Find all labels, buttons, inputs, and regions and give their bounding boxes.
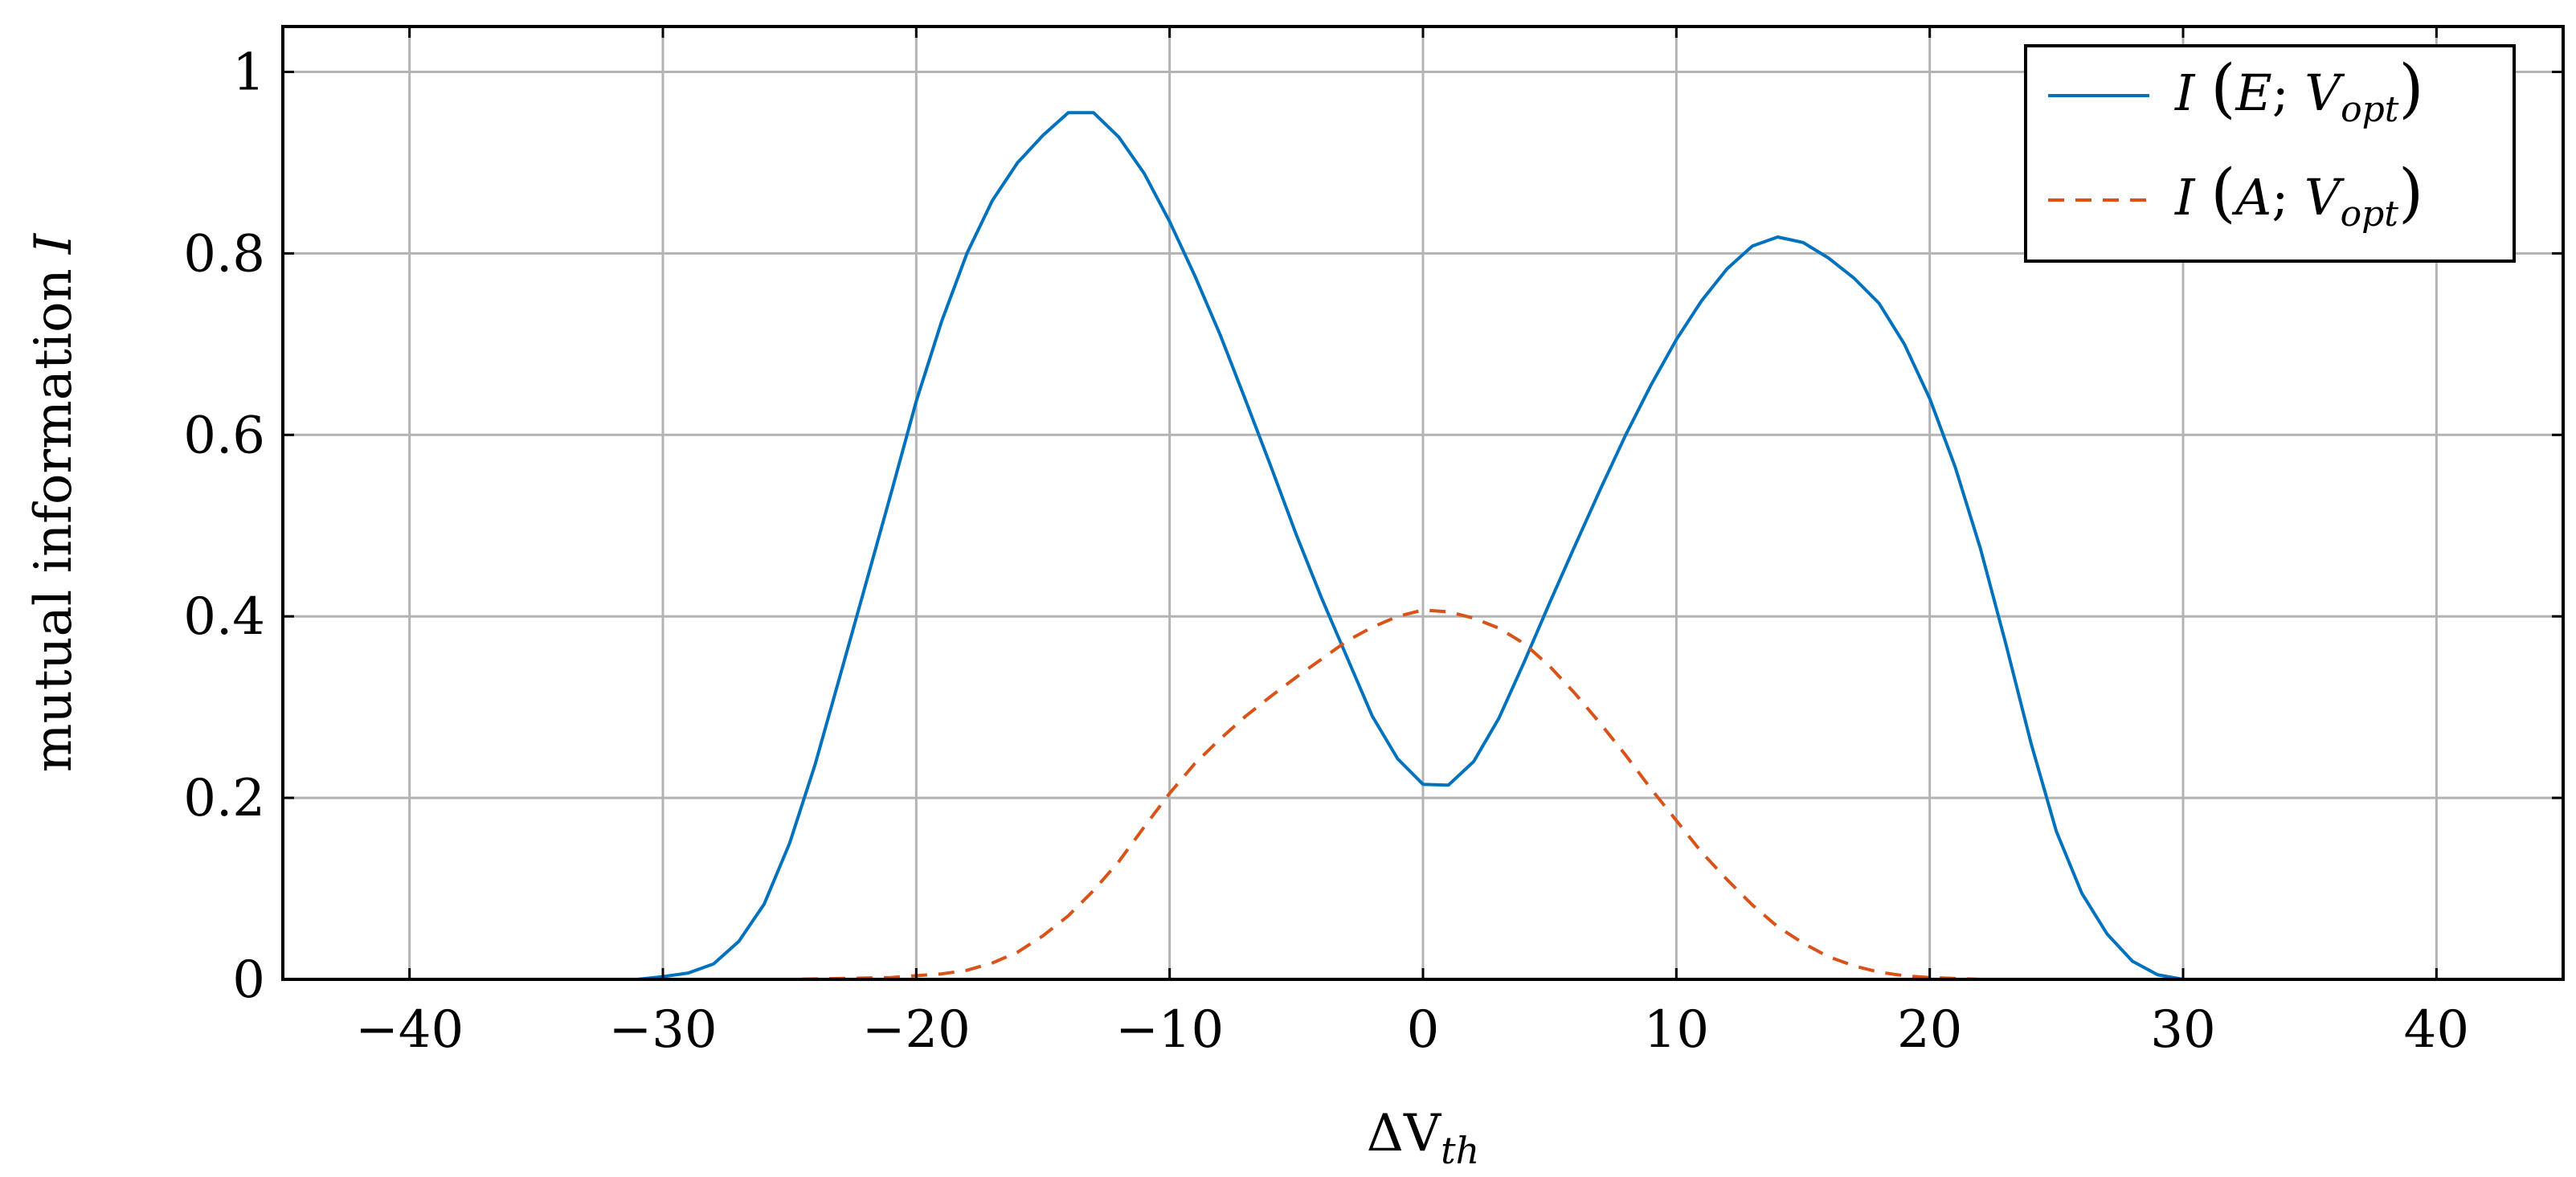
legend-label-paren-close: ) (2398, 51, 2423, 125)
legend-label-separator: ; (2271, 168, 2304, 227)
y-axis-ticks: 0 0.2 0.4 0.6 0.8 1 (183, 43, 2563, 1010)
series-line-1 (283, 111, 2563, 981)
x-tick-label: 20 (1897, 1000, 1962, 1060)
legend-label-function: I (2174, 63, 2210, 122)
x-tick-label: 30 (2150, 1000, 2215, 1060)
legend-label-separator: ; (2272, 63, 2305, 122)
y-tick-label: 0.6 (183, 406, 265, 465)
series-layer (283, 111, 2563, 981)
legend-label-paren-close: ) (2398, 155, 2423, 230)
x-tick-label: −30 (608, 1000, 717, 1060)
legend-label-1: I (E; Vopt) (2174, 51, 2424, 130)
legend-label-v: V (2304, 63, 2345, 122)
x-tick-label: 0 (1407, 1000, 1440, 1060)
legend-label-variable: A (2231, 168, 2271, 227)
series-line-2 (283, 608, 2563, 981)
y-tick-label: 0.8 (183, 224, 265, 284)
x-axis-label: ΔVth (1367, 1104, 1480, 1172)
legend-label-function: I (2174, 168, 2210, 227)
x-axis-label-subscript: th (1441, 1129, 1479, 1172)
x-tick-label: 40 (2404, 1000, 2469, 1060)
x-axis-ticks: −40 −30 −20 −10 0 10 20 30 40 (355, 27, 2469, 1060)
legend-label-subscript: opt (2341, 194, 2399, 235)
x-tick-label: 10 (1644, 1000, 1709, 1060)
x-tick-label: −10 (1115, 1000, 1224, 1060)
legend-box (2024, 44, 2516, 263)
y-tick-label: 0.4 (183, 587, 265, 647)
y-axis-label-main: mutual information (24, 268, 84, 772)
y-axis-label-variable: I (24, 232, 84, 255)
x-axis-label-main: ΔV (1367, 1104, 1442, 1163)
x-tick-label: −20 (862, 1000, 971, 1060)
y-tick-label: 0 (232, 950, 265, 1010)
legend: I (E; Vopt)I (A; Vopt) (2024, 44, 2516, 263)
legend-label-2: I (A; Vopt) (2174, 155, 2423, 235)
y-tick-label: 0.2 (183, 769, 265, 828)
y-axis-label: mutual information I (24, 232, 84, 772)
legend-label-variable: E (2235, 63, 2271, 122)
legend-label-v: V (2304, 168, 2345, 227)
legend-label-paren-open: ( (2210, 51, 2235, 125)
legend-label-paren-open: ( (2210, 155, 2235, 230)
legend-label-subscript: opt (2341, 89, 2399, 130)
y-tick-label: 1 (232, 43, 265, 102)
x-tick-label: −40 (355, 1000, 464, 1060)
